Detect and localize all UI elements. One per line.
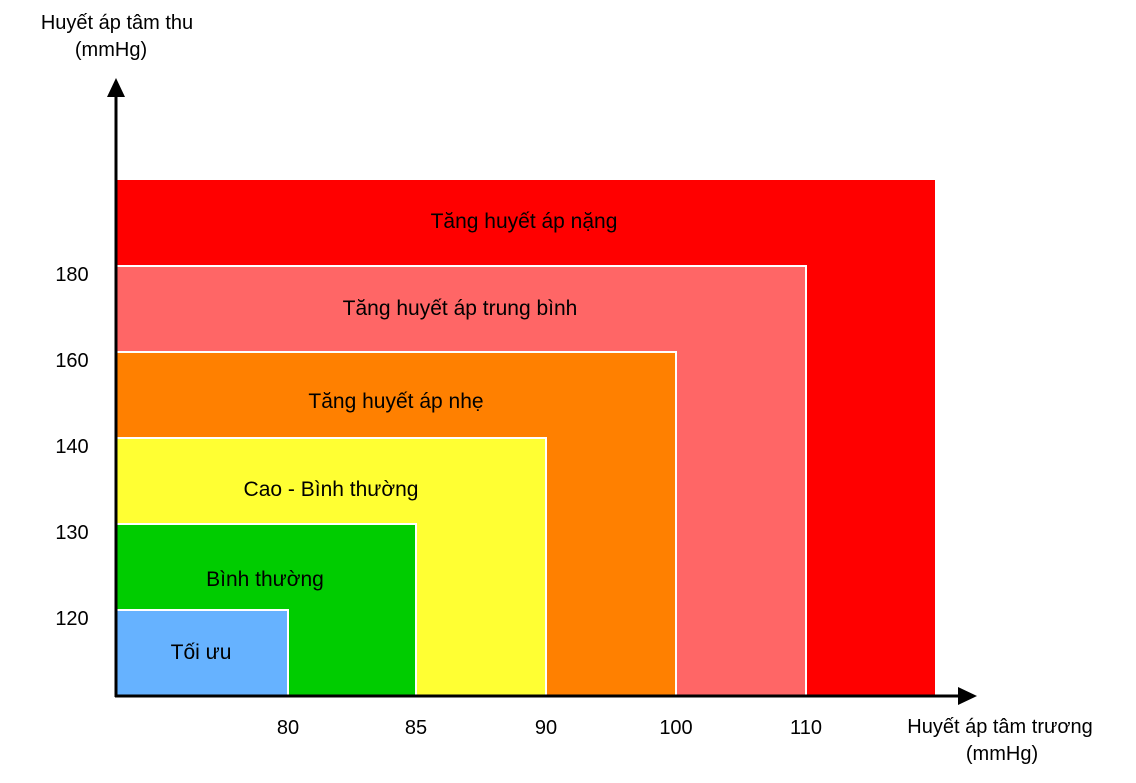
y-axis-arrowhead bbox=[107, 78, 125, 97]
y-tick-160: 160 bbox=[55, 350, 89, 372]
x-tick-100: 100 bbox=[659, 717, 693, 739]
y-tick-120: 120 bbox=[55, 608, 89, 630]
x-tick-90: 90 bbox=[534, 717, 558, 739]
zone-label-moderate: Tăng huyết áp trung bình bbox=[342, 297, 578, 320]
y-tick-140: 140 bbox=[55, 436, 89, 458]
y-axis-title-line2: (mmHg) bbox=[74, 39, 148, 61]
axes bbox=[107, 78, 977, 705]
zone-label-normal: Bình thường bbox=[206, 568, 324, 591]
x-tick-110: 110 bbox=[790, 717, 822, 739]
y-axis-title-line1: Huyết áp tâm thu bbox=[40, 12, 194, 34]
y-axis-title: Huyết áp tâm thu (mmHg) bbox=[17, 10, 217, 64]
y-tick-180: 180 bbox=[55, 264, 89, 286]
x-axis-title-line1: Huyết áp tâm trương bbox=[907, 716, 1093, 738]
x-tick-85: 85 bbox=[404, 717, 428, 739]
x-axis-title: Huyết áp tâm trương (mmHg) bbox=[872, 714, 1128, 768]
x-axis-arrowhead bbox=[958, 687, 977, 705]
y-tick-130: 130 bbox=[55, 522, 89, 544]
zone-label-mild: Tăng huyết áp nhẹ bbox=[308, 390, 484, 413]
zones bbox=[115, 178, 937, 697]
zone-label-severe: Tăng huyết áp nặng bbox=[430, 210, 618, 233]
zone-label-optimal: Tối ưu bbox=[170, 641, 232, 664]
zone-label-high-normal: Cao - Bình thường bbox=[243, 478, 419, 501]
x-tick-80: 80 bbox=[276, 717, 300, 739]
x-axis-title-line2: (mmHg) bbox=[965, 743, 1039, 765]
